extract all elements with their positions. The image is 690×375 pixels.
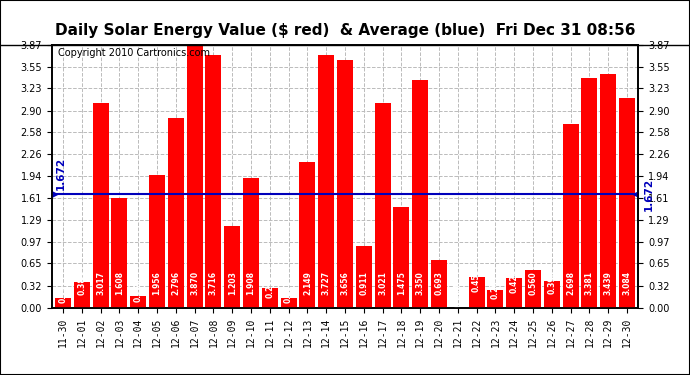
Bar	[130, 296, 146, 307]
Text: 1.956: 1.956	[152, 272, 161, 295]
Bar	[525, 270, 541, 308]
Text: 2.698: 2.698	[566, 271, 575, 295]
Bar	[55, 298, 71, 307]
Bar	[619, 98, 635, 308]
Text: Copyright 2010 Cartronics.com: Copyright 2010 Cartronics.com	[58, 48, 210, 58]
Text: 0.292: 0.292	[266, 274, 275, 298]
Text: 1.908: 1.908	[246, 271, 255, 295]
Text: 3.727: 3.727	[322, 271, 331, 295]
Bar	[337, 60, 353, 308]
Text: 0.390: 0.390	[547, 270, 556, 294]
Bar	[243, 178, 259, 308]
Text: 0.139: 0.139	[284, 279, 293, 303]
Text: 0.000: 0.000	[453, 283, 462, 307]
Bar	[92, 103, 108, 308]
Text: 3.656: 3.656	[340, 272, 350, 295]
Text: 3.870: 3.870	[190, 271, 199, 295]
Bar	[318, 55, 334, 308]
Text: 1.608: 1.608	[115, 271, 124, 295]
Text: 0.263: 0.263	[491, 275, 500, 298]
Bar	[299, 162, 315, 308]
Bar	[262, 288, 278, 308]
Bar	[412, 80, 428, 308]
Bar	[356, 246, 372, 308]
Text: 1.203: 1.203	[228, 272, 237, 295]
Bar	[544, 281, 560, 308]
Bar	[186, 45, 203, 308]
Text: 0.453: 0.453	[472, 268, 481, 292]
Bar	[469, 277, 484, 308]
Text: 0.693: 0.693	[435, 272, 444, 295]
Bar	[149, 175, 165, 308]
Text: 1.475: 1.475	[397, 272, 406, 295]
Text: 3.021: 3.021	[378, 272, 387, 295]
Bar	[393, 207, 409, 308]
Text: 0.911: 0.911	[359, 272, 368, 295]
Bar	[281, 298, 297, 307]
Text: 3.716: 3.716	[209, 271, 218, 295]
Text: 0.137: 0.137	[59, 279, 68, 303]
Text: 0.383: 0.383	[77, 270, 86, 294]
Text: 3.381: 3.381	[585, 271, 594, 295]
Text: 2.796: 2.796	[171, 271, 180, 295]
Text: 2.149: 2.149	[303, 272, 312, 295]
Text: 3.439: 3.439	[604, 272, 613, 295]
Bar	[600, 74, 616, 307]
Text: 0.560: 0.560	[529, 272, 538, 295]
Bar	[224, 226, 240, 308]
Bar	[74, 282, 90, 308]
Text: 0.165: 0.165	[134, 278, 143, 302]
Text: 0.428: 0.428	[510, 269, 519, 293]
Text: 3.084: 3.084	[622, 271, 631, 295]
Bar	[206, 56, 221, 308]
Text: 3.350: 3.350	[415, 272, 424, 295]
Text: 1.672: 1.672	[644, 177, 654, 211]
Bar	[375, 103, 391, 308]
Bar	[431, 261, 447, 308]
Bar	[487, 290, 504, 308]
Bar	[562, 124, 579, 308]
Text: 1.672: 1.672	[55, 157, 66, 190]
Text: 3.017: 3.017	[96, 271, 105, 295]
Bar	[506, 279, 522, 308]
Bar	[111, 198, 128, 308]
Text: Daily Solar Energy Value ($ red)  & Average (blue)  Fri Dec 31 08:56: Daily Solar Energy Value ($ red) & Avera…	[55, 22, 635, 38]
Bar	[168, 118, 184, 308]
Bar	[582, 78, 598, 308]
